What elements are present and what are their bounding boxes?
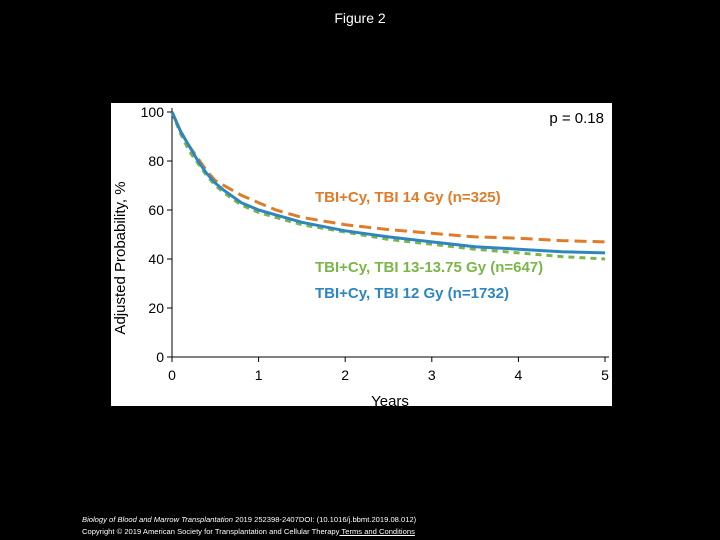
series-labels: TBI+Cy, TBI 14 Gy (n=325) TBI+Cy, TBI 13-… bbox=[315, 189, 543, 302]
x-tick-label: 5 bbox=[601, 367, 609, 383]
copyright-line: Copyright © 2019 American Society for Tr… bbox=[82, 526, 416, 538]
copyright-text: Copyright © 2019 American Society for Tr… bbox=[82, 527, 340, 536]
y-tick-label: 40 bbox=[148, 251, 164, 267]
series-line-1 bbox=[170, 111, 606, 244]
p-value-annotation: p = 0.18 bbox=[549, 110, 604, 127]
journal-name: Biology of Blood and Marrow Transplantat… bbox=[82, 515, 233, 524]
x-tick-label: 2 bbox=[341, 367, 349, 383]
y-tick-label: 100 bbox=[141, 104, 165, 120]
x-axis-label: Years bbox=[371, 393, 409, 406]
x-tick-label: 0 bbox=[168, 367, 176, 383]
x-tick-label: 3 bbox=[428, 367, 436, 383]
y-tick-label: 60 bbox=[148, 202, 164, 218]
series-label-3: TBI+Cy, TBI 12 Gy (n=1732) bbox=[315, 285, 509, 302]
terms-link[interactable]: Terms and Conditions bbox=[339, 527, 415, 536]
figure-title: Figure 2 bbox=[334, 10, 386, 26]
y-tick-label: 0 bbox=[156, 349, 164, 365]
chart-axes: 0 20 40 60 80 100 0 1 2 3 4 5 bbox=[141, 104, 609, 383]
survival-chart: 0 20 40 60 80 100 0 1 2 3 4 5 p = 0.18 TBI+Cy, TBI … bbox=[112, 104, 609, 406]
y-tick-label: 20 bbox=[148, 300, 164, 316]
x-tick-label: 1 bbox=[255, 367, 263, 383]
chart-panel: 0 20 40 60 80 100 0 1 2 3 4 5 p = 0.18 TBI+Cy, TBI … bbox=[111, 103, 612, 406]
series-label-2: TBI+Cy, TBI 13-13.75 Gy (n=647) bbox=[315, 259, 543, 276]
chart-series bbox=[170, 111, 606, 261]
figure-footer: Biology of Blood and Marrow Transplantat… bbox=[82, 514, 416, 538]
series-line-3 bbox=[170, 111, 606, 255]
y-tick-label: 80 bbox=[148, 153, 164, 169]
citation-line: Biology of Blood and Marrow Transplantat… bbox=[82, 514, 416, 526]
citation-text: 2019 252398-2407DOI: (10.1016/j.bbmt.201… bbox=[232, 515, 417, 524]
y-axis-label: Adjusted Probability, % bbox=[112, 181, 129, 334]
x-tick-label: 4 bbox=[515, 367, 523, 383]
series-label-1: TBI+Cy, TBI 14 Gy (n=325) bbox=[315, 189, 501, 206]
